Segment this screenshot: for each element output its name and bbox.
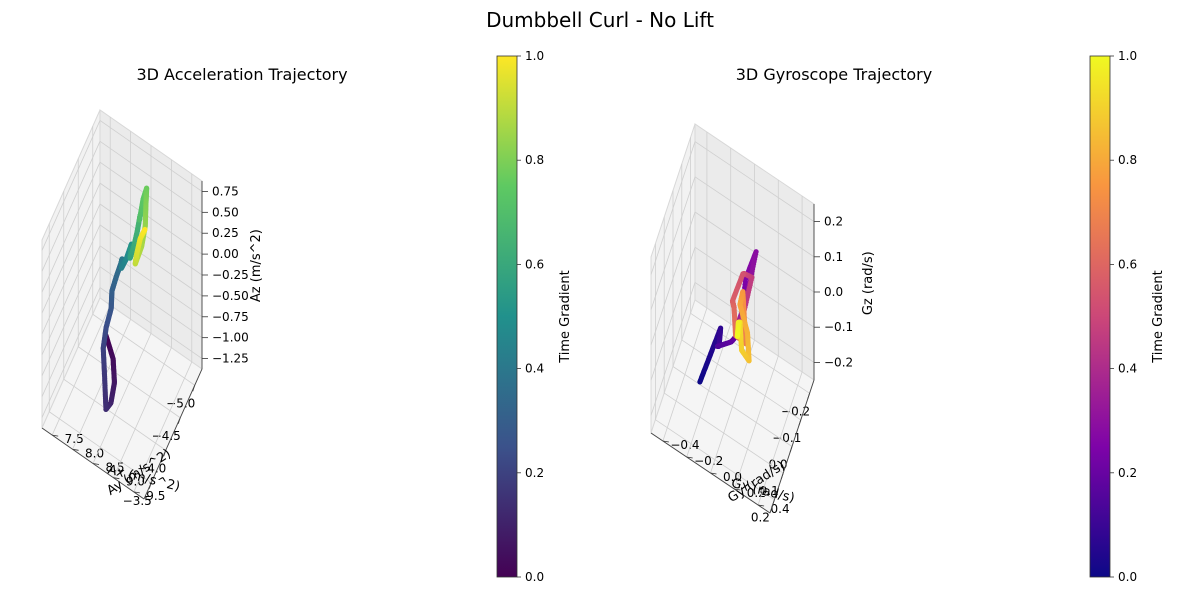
x-tick-label: −5.0	[166, 396, 195, 410]
z-grid-line	[99, 245, 203, 318]
y-grid-line	[733, 355, 779, 490]
colorbar-label: Time Gradient	[558, 270, 573, 364]
z-tick-label: 0.00	[212, 247, 239, 261]
z-tick-label: −0.1	[824, 320, 853, 334]
colorbar-tick-label: 0.2	[1118, 466, 1137, 480]
z-axis-label: Az (m/s^2)	[249, 229, 264, 302]
z-grid-line	[41, 162, 101, 293]
colorbar	[1089, 55, 1111, 578]
colorbar-tick-label: 0.4	[525, 362, 544, 376]
z-grid-line	[650, 282, 696, 416]
z-grid-line	[99, 203, 203, 276]
z-grid-line	[41, 182, 101, 314]
y-grid-line	[72, 319, 131, 450]
gyro-3d-plot: −0.2−0.10.00.10.2−0.4−0.20.00.20.4−0.2−0…	[650, 49, 1166, 584]
colorbar-tick-label: 0.6	[1118, 257, 1137, 271]
y-grid-line	[133, 361, 193, 493]
z-grid-line	[650, 247, 696, 381]
colorbar-tick-label: 0.0	[1118, 570, 1137, 584]
z-tick-label: 0.2	[824, 215, 843, 229]
z-tick-label: −0.75	[212, 310, 249, 324]
y-grid-line	[92, 333, 152, 464]
acc-3d-plot: −5.0−4.5−4.0−3.57.58.08.59.09.5−1.25−1.0…	[41, 49, 573, 584]
z-grid-line	[41, 287, 101, 418]
z-tick-label: −0.2	[824, 355, 853, 369]
z-grid-line	[99, 120, 203, 192]
z-grid-line	[99, 161, 203, 234]
z-grid-line	[650, 141, 696, 275]
x-tick-label: 0.1	[760, 484, 779, 498]
colorbar-tick-label: 1.0	[525, 49, 544, 63]
colorbar-tick-label: 0.8	[1118, 153, 1137, 167]
colorbar-tick-label: 0.2	[525, 466, 544, 480]
z-grid-line	[41, 245, 101, 376]
z-tick-label: 0.50	[212, 205, 239, 219]
colorbar-tick-label: 0.8	[525, 153, 544, 167]
z-axis-label: Gz (rad/s)	[861, 251, 876, 315]
colorbar-label: Time Gradient	[1151, 270, 1166, 364]
y-tick-label: −0.2	[694, 454, 723, 468]
y-grid-line	[757, 371, 803, 506]
colorbar-tick-label: 1.0	[1118, 49, 1137, 63]
x-axis-line	[143, 368, 203, 500]
y-axis-line	[41, 427, 145, 500]
y-tick-label: 7.5	[65, 432, 84, 446]
colorbar-tick-label: 0.6	[525, 257, 544, 271]
z-tick-label: 0.25	[212, 226, 239, 240]
trajectory-point	[734, 333, 740, 339]
z-grid-line	[99, 182, 203, 255]
z-tick-label: −1.00	[212, 331, 249, 345]
z-grid-line	[650, 211, 696, 346]
z-grid-line	[99, 141, 203, 213]
y-grid-line	[662, 307, 708, 442]
x-tick-label: 0.2	[751, 511, 770, 525]
z-tick-label: 0.0	[824, 285, 843, 299]
y-axis-line	[650, 432, 771, 514]
y-tick-label: 8.0	[85, 446, 104, 460]
z-tick-label: 0.75	[212, 184, 239, 198]
z-tick-label: −1.25	[212, 352, 249, 366]
z-grid-line	[41, 266, 101, 397]
z-grid-line	[41, 141, 101, 272]
y-tick-label: −0.4	[670, 438, 699, 452]
y-grid-line	[51, 304, 111, 436]
z-grid-line	[694, 282, 815, 363]
z-grid-line	[650, 176, 696, 310]
gyro-plot-title: 3D Gyroscope Trajectory	[735, 65, 933, 84]
colorbar-tick-label: 0.4	[1118, 362, 1137, 376]
y-tick-label: 0.4	[771, 502, 790, 516]
z-grid-line	[694, 246, 815, 328]
z-grid-line	[694, 141, 815, 222]
y-tick-label: 9.5	[146, 489, 165, 503]
y-grid-line	[113, 347, 172, 478]
x-tick-label: −4.5	[152, 429, 181, 443]
x-tick-label: 0.0	[768, 458, 787, 472]
x-axis-line	[769, 379, 815, 514]
z-grid-line	[99, 287, 203, 359]
z-grid-line	[41, 120, 101, 251]
z-grid-line	[694, 176, 815, 258]
colorbar	[496, 55, 518, 578]
colorbar-tick-label: 0.0	[525, 570, 544, 584]
z-grid-line	[99, 224, 203, 297]
z-tick-label: −0.25	[212, 268, 249, 282]
z-tick-label: 0.1	[824, 250, 843, 264]
z-grid-line	[41, 224, 101, 356]
z-grid-line	[41, 203, 101, 335]
z-tick-label: −0.50	[212, 289, 249, 303]
acc-plot-title: 3D Acceleration Trajectory	[136, 65, 348, 84]
figure-suptitle: Dumbbell Curl - No Lift	[486, 8, 714, 32]
trajectory-point	[142, 226, 148, 233]
